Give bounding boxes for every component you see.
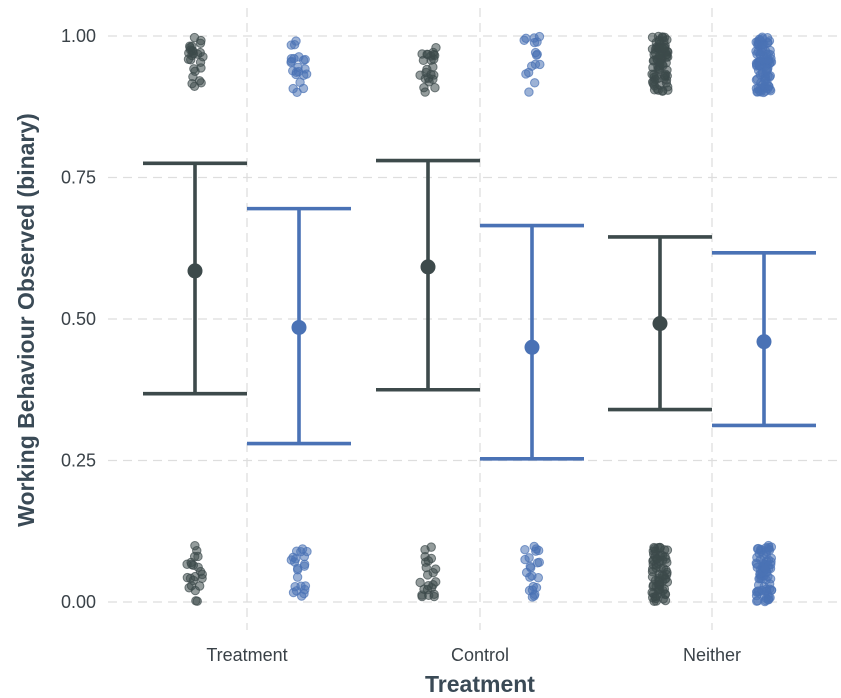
mean-point xyxy=(420,259,436,275)
jitter-point xyxy=(521,33,531,43)
jitter-point xyxy=(422,49,432,60)
jitter-point xyxy=(764,545,775,555)
mean-point xyxy=(652,316,668,332)
x-tick-label: Control xyxy=(451,645,509,665)
jitter-point xyxy=(431,42,441,53)
jitter-point xyxy=(195,57,206,67)
jitter-point xyxy=(751,83,762,94)
jitter-point xyxy=(190,540,200,551)
jitter-point xyxy=(297,544,308,554)
x-axis-title: Treatment xyxy=(425,671,535,697)
jitter-point xyxy=(187,78,197,89)
jitter-points-layer xyxy=(182,31,777,607)
x-tick-label: Neither xyxy=(683,645,741,665)
y-tick-label: 1.00 xyxy=(61,26,96,46)
jitter-point xyxy=(760,596,770,607)
jitter-point xyxy=(526,563,536,573)
jitter-point xyxy=(299,559,310,570)
jitter-point xyxy=(761,66,772,76)
mean-point xyxy=(291,319,307,335)
jitter-point xyxy=(765,49,776,60)
jitter-point xyxy=(659,43,670,53)
jitter-point xyxy=(647,564,658,574)
jitter-point xyxy=(291,69,301,80)
jitter-point xyxy=(423,581,434,591)
jitter-point xyxy=(420,87,430,97)
jitter-point xyxy=(752,61,762,71)
jitter-point xyxy=(286,56,297,66)
y-tick-label: 0.75 xyxy=(61,168,96,188)
jitter-point xyxy=(430,564,441,574)
jitter-point xyxy=(429,591,439,602)
jitter-point xyxy=(188,48,199,59)
jitter-point xyxy=(294,52,304,62)
jitter-point xyxy=(292,572,303,582)
jitter-point xyxy=(523,67,534,78)
jitter-point xyxy=(197,569,207,580)
jitter-point xyxy=(420,544,430,555)
jitter-point xyxy=(189,32,200,43)
grid-layer xyxy=(108,8,838,630)
jitter-point xyxy=(524,553,534,563)
jitter-point xyxy=(659,73,670,84)
jitter-point xyxy=(430,83,440,93)
y-tick-label: 0.25 xyxy=(61,451,96,471)
jitter-point xyxy=(188,560,199,570)
axis-layer: 0.00 0.25 0.50 0.75 1.00 Treatment Control Neit… xyxy=(61,26,741,665)
jitter-point xyxy=(532,558,543,568)
jitter-point xyxy=(757,585,767,596)
jitter-point xyxy=(520,544,530,555)
mean-point xyxy=(187,263,203,279)
jitter-point xyxy=(529,78,540,88)
jitter-point xyxy=(194,581,205,591)
jitter-point xyxy=(752,544,763,554)
jitter-point xyxy=(648,62,658,73)
jitter-point xyxy=(530,47,541,58)
jitter-point xyxy=(649,544,660,554)
jitter-point xyxy=(420,73,430,84)
jitter-point xyxy=(660,552,670,562)
mean-point xyxy=(524,339,540,355)
jitter-point xyxy=(429,50,440,61)
jitter-point xyxy=(529,33,539,43)
jitter-point xyxy=(192,596,202,606)
jitter-point xyxy=(290,581,300,592)
jitter-point xyxy=(760,76,771,86)
jitter-point xyxy=(288,83,298,94)
x-tick-label: Treatment xyxy=(206,645,287,665)
mean-point xyxy=(756,334,772,350)
jitter-point xyxy=(649,81,660,91)
errorbar-layer xyxy=(143,158,816,461)
y-tick-label: 0.50 xyxy=(61,309,96,329)
jitter-point xyxy=(193,551,203,562)
jitter-point xyxy=(654,35,664,45)
jitter-point xyxy=(760,563,770,574)
jitter-point xyxy=(648,555,659,565)
jitter-point xyxy=(292,563,303,573)
jitter-point xyxy=(663,52,673,62)
jitter-point xyxy=(752,559,762,570)
jitter-point xyxy=(647,572,658,582)
jitter-point xyxy=(535,59,545,70)
jitter-point xyxy=(764,579,775,589)
jitter-point xyxy=(653,585,664,596)
y-tick-label: 0.00 xyxy=(61,592,96,612)
jitter-point xyxy=(658,86,668,96)
jitter-point xyxy=(524,87,534,97)
jitter-point xyxy=(529,591,539,601)
jitter-point xyxy=(531,544,541,554)
jitter-point xyxy=(295,77,305,88)
jitter-point xyxy=(525,572,535,582)
jitter-point xyxy=(423,556,434,566)
jitter-point xyxy=(757,32,767,42)
jitter-point xyxy=(659,571,669,581)
jitter-point xyxy=(289,40,300,50)
y-axis-title: Working Behaviour Observed (binary) xyxy=(13,113,39,527)
